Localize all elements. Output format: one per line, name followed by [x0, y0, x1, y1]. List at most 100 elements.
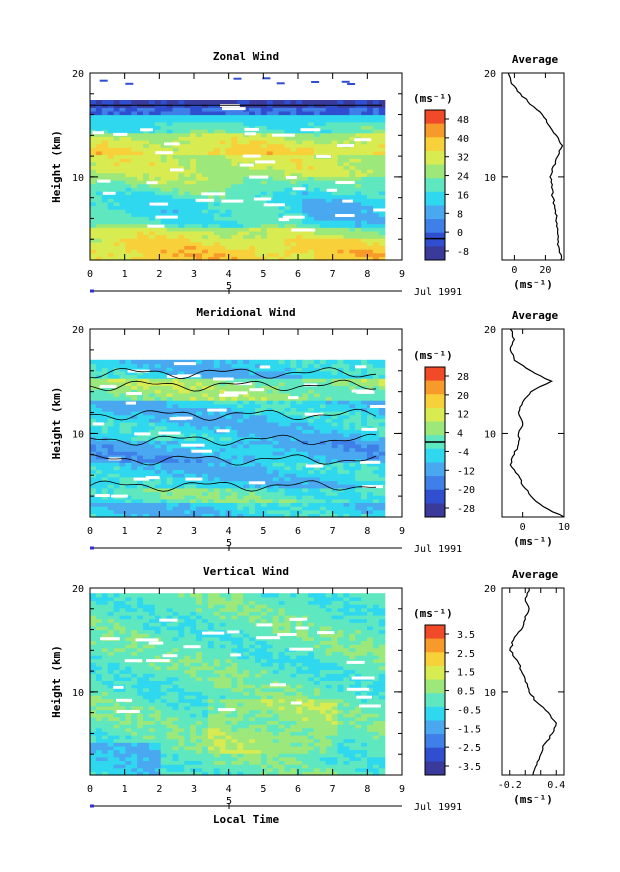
heatmap-cell	[196, 465, 203, 471]
heatmap-cell	[107, 414, 115, 419]
heatmap-cell	[190, 462, 197, 467]
heatmap-cell	[272, 429, 280, 434]
heatmap-cell	[284, 425, 291, 430]
heatmap-cell	[372, 241, 380, 246]
heatmap-cell	[172, 389, 179, 394]
heatmap-cell	[278, 414, 286, 419]
heatmap-cell	[90, 198, 97, 203]
heatmap-cell	[219, 414, 227, 419]
heatmap-cell	[119, 238, 126, 243]
heatmap-cell	[331, 447, 339, 452]
heatmap-cell	[237, 771, 244, 776]
heatmap-cell	[302, 378, 309, 383]
heatmap-cell	[231, 187, 238, 192]
heatmap-cell	[172, 161, 179, 166]
heatmap-cell	[290, 498, 297, 503]
heatmap-cell	[143, 378, 150, 383]
heatmap-cell	[213, 756, 221, 761]
heatmap-cell	[378, 432, 386, 438]
heatmap-cell	[95, 425, 103, 430]
heatmap-cell	[148, 154, 156, 159]
heatmap-cell	[119, 209, 126, 214]
heatmap-cell	[125, 223, 132, 228]
heatmap-cell	[349, 118, 356, 123]
heatmap-cell	[202, 187, 209, 192]
heatmap-cell	[148, 165, 156, 170]
heatmap-cell	[260, 165, 268, 170]
heatmap-cell	[296, 513, 303, 518]
heatmap-cell	[119, 165, 126, 170]
heatmap-cell	[266, 150, 274, 156]
heatmap-cell	[290, 454, 297, 460]
heatmap-cell	[378, 230, 386, 236]
heatmap-cell	[349, 234, 356, 239]
heatmap-cell	[255, 440, 262, 445]
date-tick-label: 5	[226, 538, 232, 549]
heatmap-cell	[343, 136, 350, 141]
heatmap-cell	[302, 756, 309, 761]
heatmap-cell	[90, 132, 97, 137]
heatmap-cell	[207, 396, 215, 401]
heatmap-cell	[213, 209, 221, 214]
heatmap-cell	[290, 359, 297, 365]
heatmap-cell	[272, 392, 280, 397]
heatmap-cell	[302, 230, 309, 236]
heatmap-cell	[202, 121, 209, 126]
heatmap-cell	[213, 230, 221, 236]
heatmap-cell	[325, 422, 333, 427]
heatmap-cell	[90, 205, 97, 210]
heatmap-cell	[284, 238, 291, 243]
heatmap-cell	[95, 367, 103, 372]
heatmap-cell	[343, 400, 350, 405]
heatmap-cell	[237, 359, 244, 365]
heatmap-cell	[166, 756, 174, 761]
heatmap-cell	[367, 771, 374, 776]
heatmap-cell	[137, 359, 144, 365]
heatmap-cell	[325, 370, 333, 376]
heatmap-cell	[237, 487, 244, 493]
heatmap-cell	[372, 764, 380, 769]
heatmap-cell	[337, 480, 344, 485]
heatmap-cell	[296, 238, 303, 243]
heatmap-cell	[361, 392, 368, 397]
heatmap-cell	[284, 487, 291, 493]
heatmap-cell	[290, 147, 297, 152]
heatmap-cell	[272, 125, 280, 130]
heatmap-cell	[90, 447, 97, 452]
heatmap-cell	[266, 118, 274, 123]
heatmap-cell	[90, 411, 97, 416]
heatmap-cell	[202, 363, 209, 368]
heatmap-cell	[249, 140, 256, 145]
heatmap-cell	[107, 440, 115, 445]
heatmap-cell	[237, 491, 244, 496]
heatmap-cell	[125, 411, 132, 416]
heatmap-cell	[231, 227, 238, 232]
heatmap-cell	[207, 110, 215, 116]
heatmap-cell	[260, 473, 268, 478]
heatmap-cell	[331, 378, 339, 383]
heatmap-cell	[343, 256, 350, 261]
heatmap-cell	[119, 389, 126, 394]
heatmap-cell	[166, 458, 174, 463]
heatmap-cell	[337, 136, 344, 141]
heatmap-cell	[331, 491, 339, 496]
heatmap-cell	[172, 107, 179, 112]
heatmap-cell	[272, 440, 280, 445]
heatmap-cell	[319, 392, 327, 397]
y-tick-label: 20	[72, 69, 84, 80]
heatmap-cell	[361, 509, 368, 514]
heatmap-cell	[95, 370, 103, 376]
heatmap-cell	[160, 753, 168, 758]
heatmap-cell	[319, 209, 327, 214]
heatmap-cell	[143, 249, 150, 254]
heatmap-cell	[190, 201, 197, 206]
heatmap-cell	[225, 147, 232, 152]
heatmap-cell	[331, 143, 339, 148]
heatmap-cell	[225, 140, 232, 145]
colorbar-band	[425, 455, 445, 463]
heatmap-cell	[284, 140, 291, 145]
heatmap-cell	[296, 771, 303, 776]
heatmap-cell	[231, 172, 238, 177]
heatmap-cell	[260, 169, 268, 174]
heatmap-cell	[119, 363, 126, 368]
